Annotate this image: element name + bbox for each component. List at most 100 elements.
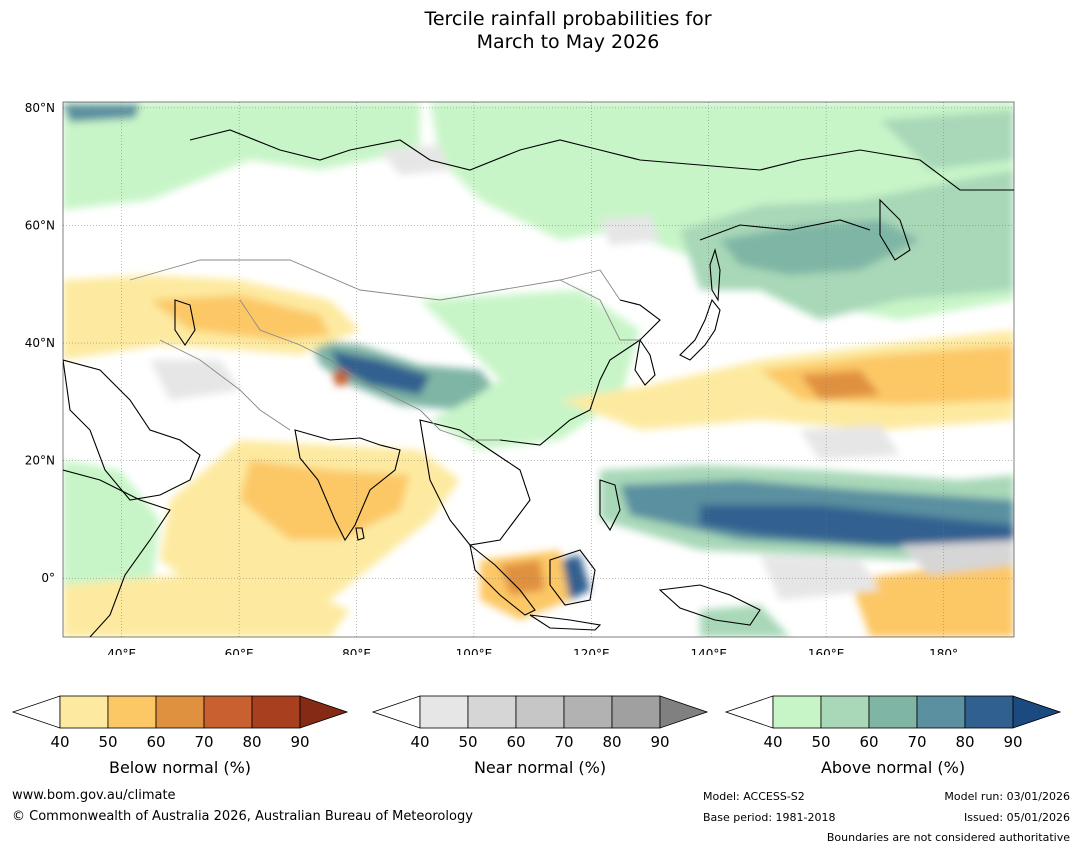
lon-label: 180° [929,647,958,655]
coastlines [63,129,1014,637]
colorbar-tick-label: 40 [763,733,783,751]
coast-se-asia [419,419,531,546]
near-field-6 [600,215,660,245]
colorbar-segment [467,695,517,729]
colorbar-title: Below normal (%) [108,758,252,777]
near-field-1 [380,145,450,175]
colorbar-segment [563,695,613,729]
lat-label: 0° [41,571,55,585]
lon-label: 140°E [690,647,727,655]
country-borders [129,259,640,441]
colorbar-tick-label: 60 [506,733,526,751]
colorbar-segment [820,695,870,729]
rainfall-map: 80°N 60°N 40°N 20°N 0° 40°E 60°E 80°E 100°E 120°… [0,95,1081,661]
coast-new-guinea [658,584,761,626]
above-field-siberia-teal2 [720,220,920,275]
above-field-china [420,290,640,450]
colorbar-segment [1012,695,1061,729]
title-line-1: Tercile rainfall probabilities for [424,8,712,30]
lon-label: 60°E [225,647,254,655]
lon-label: 160°E [808,647,845,655]
coast-philippines [599,479,621,532]
copyright-text: © Commonwealth of Australia 2026, Austra… [12,809,473,824]
colorbar-tick-label: 90 [1003,733,1023,751]
border-1 [129,259,621,301]
above-field-pacific-blue [700,505,1014,545]
near-field-4 [760,555,880,600]
lat-labels: 80°N 60°N 40°N 20°N 0° [25,101,55,585]
colorbar-tick-label: 40 [50,733,70,751]
probability-fields [63,102,1014,637]
above-field-tibet-dark [330,350,430,395]
boundaries-note: Boundaries are not considered authoritat… [826,831,1070,844]
near-field-5 [900,540,1014,575]
colorbar-title: Above normal (%) [820,758,966,777]
lat-label: 60°N [25,218,55,232]
colorbar-tick-label: 90 [650,733,670,751]
colorbar-tick-label: 70 [194,733,214,751]
colorbar-below [12,695,348,729]
coast-okhotsk [699,219,871,241]
colorbar-tick-label: 80 [955,733,975,751]
coast-arabia [63,359,201,501]
lat-label: 80°N [25,101,55,115]
above-field-arctic-blue [63,104,140,122]
lon-label: 100°E [456,647,493,655]
coast-china [499,299,661,446]
coast-borneo [549,549,596,606]
colorbar-segment [725,695,774,729]
near-field-2 [150,360,240,400]
border-2 [239,299,421,411]
map-frame [62,101,1015,638]
colorbar-tick-label: 70 [907,733,927,751]
colorbar-segment [772,695,822,729]
above-field-north [63,102,420,210]
chart-title: Tercile rainfall probabilities for March… [0,8,1081,54]
colorbar-title: Near normal (%) [473,758,607,777]
colorbar-segment [372,695,421,729]
coast-africa-horn [63,469,171,637]
colorbar-segment [611,695,661,729]
colorbar-tick-label: 80 [242,733,262,751]
above-field-new-guinea [700,605,790,637]
colorbar-segment [299,695,348,729]
coast-arctic [189,129,1014,191]
colorbar-segment [515,695,565,729]
below-field-india-orange [240,460,410,540]
coast-japan [679,298,721,361]
lat-label: 40°N [25,336,55,350]
colorbar-segment [659,695,708,729]
colorbar-segment [12,695,61,729]
model-run-text: Model run: 03/01/2026 [944,790,1070,803]
lon-label: 40°E [107,647,136,655]
coast-sri-lanka [355,527,365,541]
colorbar-segment [59,695,109,729]
colorbar-near [372,695,708,729]
coast-kamchatka [879,198,911,261]
coast-korea [634,338,656,386]
coast-sakhalin [709,248,721,302]
lat-label: 20°N [25,454,55,468]
map-svg: 80°N 60°N 40°N 20°N 0° 40°E 60°E 80°E 100°E 120°… [25,101,1015,661]
colorbar-segment [107,695,157,729]
model-text: Model: ACCESS-S2 [703,790,805,803]
colorbar-tick-label: 80 [602,733,622,751]
lon-label: 80°E [342,647,371,655]
border-5 [559,279,640,341]
below-field-pacific-dark [800,370,880,400]
colorbar-tick-label: 50 [458,733,478,751]
colorbar-segment [868,695,918,729]
colorbar-tick-label: 70 [554,733,574,751]
coast-sumatra [469,543,536,616]
colorbar-tick-label: 60 [859,733,879,751]
colorbar-tick-label: 60 [146,733,166,751]
base-period-text: Base period: 1981-2018 [703,811,836,824]
border-3 [159,339,291,431]
colorbar-segment [155,695,205,729]
colorbar-tick-label: 40 [410,733,430,751]
near-field-3 [800,425,900,460]
above-field-ne-sib [880,110,1014,170]
below-field-sumatra-dark [500,560,545,595]
website-link[interactable]: www.bom.gov.au/climate [12,788,176,803]
below-field-se-pacific [850,560,1014,637]
